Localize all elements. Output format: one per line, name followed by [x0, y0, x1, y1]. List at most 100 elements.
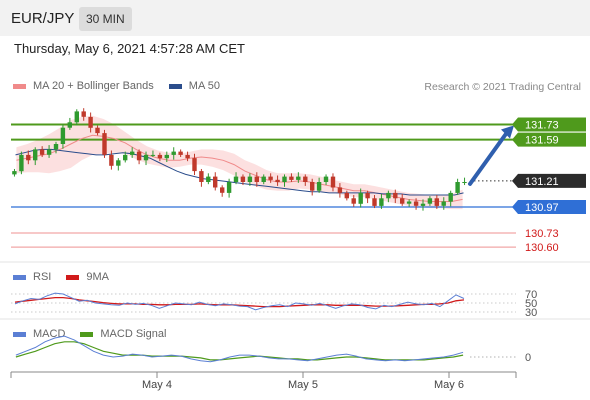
candle-body [303, 176, 308, 182]
candle-body [164, 154, 169, 159]
candle-body [344, 192, 349, 199]
level-label-tag [512, 132, 586, 147]
x-axis-tick-label: May 5 [288, 379, 318, 391]
candle-body [88, 116, 93, 128]
candle-body [420, 203, 426, 206]
ma20-legend-label: MA 20 + Bollinger Bands [33, 80, 154, 92]
x-axis-tick-label: May 4 [142, 379, 172, 391]
research-credit-text: Research [424, 81, 473, 93]
timestamp: Thursday, May 6, 2021 4:57:28 AM CET [14, 41, 245, 56]
candle-body [53, 144, 59, 150]
candle-body [178, 151, 183, 155]
forecast-arrow-head [501, 125, 514, 139]
candle-body [310, 182, 315, 191]
candle-body [365, 192, 370, 199]
main-legend: MA 20 + Bollinger Bands MA 50 [13, 80, 220, 92]
candle-body [351, 198, 356, 204]
macd-swatch [13, 331, 26, 337]
ma20-swatch [13, 83, 26, 89]
level-label-tag [512, 173, 586, 188]
macd-legend: MACD MACD Signal [13, 328, 166, 340]
candle-body [448, 192, 453, 202]
macd-zero-label: 0 [525, 352, 531, 364]
candle-body [157, 154, 163, 159]
candle-body [206, 176, 211, 182]
candle-body [185, 154, 190, 159]
macd-legend-label: MACD [33, 328, 66, 340]
macd-signal-line [15, 341, 464, 361]
candle-body [296, 176, 301, 180]
macd-signal-swatch [80, 331, 94, 337]
candle-body [441, 201, 446, 206]
candle-body [12, 171, 17, 175]
timeframe-badge[interactable]: 30 MIN [79, 7, 132, 31]
research-credit-year: © 2021 Trading Central [472, 81, 581, 93]
candle-body [254, 176, 259, 182]
candle-body [393, 192, 398, 199]
candle-body [233, 176, 239, 182]
level-label-resistance: 131.73 [512, 117, 586, 132]
rsi-level-label: 70 [525, 289, 537, 301]
level-label-resistance: 131.59 [512, 132, 586, 147]
level-label-text: 130.73 [525, 228, 559, 240]
candle-body [413, 201, 419, 206]
forecast-arrow [468, 130, 509, 186]
x-axis-tick-label: May 6 [434, 379, 464, 391]
instrument-pair: EUR/JPY [11, 10, 75, 27]
level-label-text: 130.60 [525, 242, 559, 254]
level-label-tag [512, 199, 586, 214]
candle-body [26, 154, 31, 161]
rsi-line [14, 292, 465, 311]
chart-header: EUR/JPY 30 MIN [0, 0, 590, 36]
candle-body [19, 154, 24, 172]
macd-signal-legend-label: MACD Signal [100, 328, 167, 340]
candle-body [316, 182, 322, 191]
rsi-swatch [13, 274, 26, 280]
research-credit: Research © 2021 Trading Central [424, 81, 581, 93]
candle-body [116, 160, 121, 166]
level-label-text: 131.59 [525, 135, 559, 147]
candle-body [400, 198, 405, 204]
candle-body [386, 192, 391, 199]
level-label-text: 131.21 [525, 176, 559, 188]
candle-body [358, 192, 363, 204]
level-label-current: 131.21 [512, 173, 586, 188]
candle-body [337, 187, 343, 193]
rsi-level-label: 50 [525, 298, 537, 310]
candle-body [143, 154, 149, 161]
candle-body [46, 149, 52, 155]
candle-body [130, 151, 135, 155]
candle-body [462, 182, 467, 183]
candle-body [275, 179, 280, 182]
candle-body [330, 176, 336, 188]
candle-body [220, 187, 225, 193]
candle-body [406, 201, 412, 204]
level-label-text: 130.97 [525, 202, 559, 214]
level-label-text: 131.73 [525, 119, 559, 131]
rsi-legend: RSI 9MA [13, 271, 109, 283]
candle-body [95, 127, 100, 134]
candle-body [123, 154, 128, 161]
candle-body [67, 122, 72, 128]
candle-body [427, 198, 433, 204]
candle-body [136, 151, 142, 161]
candle-body [455, 182, 460, 193]
rsi-level-label: 30 [525, 307, 537, 319]
ma50-legend-label: MA 50 [188, 80, 220, 92]
candle-body [60, 127, 66, 144]
candle-body [379, 198, 384, 206]
candle-body [150, 154, 156, 156]
candle-body [434, 198, 439, 206]
candle-body [289, 176, 294, 180]
candle-body [33, 149, 38, 161]
level-label-pivot: 130.97 [512, 199, 586, 214]
candle-body [74, 111, 79, 123]
candle-body [226, 182, 232, 193]
level-label-tag [512, 117, 586, 132]
candle-body [213, 176, 218, 188]
candle-body [261, 176, 266, 182]
ma50-swatch [168, 83, 182, 89]
macd-line [15, 335, 464, 363]
candle-body [247, 176, 253, 182]
